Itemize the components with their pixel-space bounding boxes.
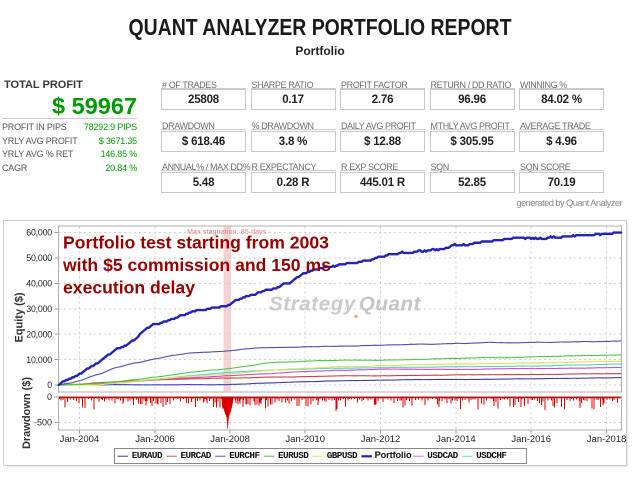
svg-text:GBPUSD: GBPUSD [327, 450, 358, 461]
svg-text:10,000: 10,000 [26, 355, 52, 365]
svg-text:20,000: 20,000 [26, 329, 52, 339]
svg-text:Drawdown ($): Drawdown ($) [21, 377, 33, 449]
svg-text:Jan-2016: Jan-2016 [511, 434, 551, 445]
svg-text:execution delay: execution delay [63, 278, 195, 298]
svg-text:50,000: 50,000 [26, 253, 52, 263]
svg-text:EURCAD: EURCAD [181, 450, 212, 461]
svg-text:USDCAD: USDCAD [427, 450, 458, 461]
svg-text:Jan-2012: Jan-2012 [361, 434, 401, 445]
svg-text:40,000: 40,000 [26, 279, 52, 289]
svg-text:Jan-2014: Jan-2014 [436, 434, 476, 445]
svg-text:EURUSD: EURUSD [278, 450, 309, 461]
svg-text:Jan-2008: Jan-2008 [210, 434, 250, 445]
svg-text:Jan-2006: Jan-2006 [135, 434, 175, 445]
svg-text:30,000: 30,000 [26, 304, 52, 314]
svg-text:60,000: 60,000 [26, 228, 52, 238]
svg-text:0: 0 [47, 392, 52, 402]
svg-text:Max stagnation: 85 days: Max stagnation: 85 days [187, 229, 267, 236]
svg-text:Portfolio test starting from 2: Portfolio test starting from 2003 [63, 233, 329, 253]
svg-text:EURCHF: EURCHF [229, 450, 260, 461]
svg-text:EURAUD: EURAUD [132, 450, 163, 461]
svg-text:USDCHF: USDCHF [476, 450, 507, 461]
svg-text:-500: -500 [34, 418, 52, 428]
svg-text:0: 0 [47, 380, 52, 390]
svg-text:with $5 commission and 150 ms: with $5 commission and 150 ms [62, 255, 331, 275]
svg-text:Jan-2004: Jan-2004 [60, 434, 100, 445]
svg-text:Jan-2018: Jan-2018 [587, 434, 627, 445]
svg-text:Jan-2010: Jan-2010 [285, 434, 325, 445]
svg-text:Portfolio: Portfolio [375, 450, 412, 460]
svg-text:Equity ($): Equity ($) [13, 292, 25, 342]
